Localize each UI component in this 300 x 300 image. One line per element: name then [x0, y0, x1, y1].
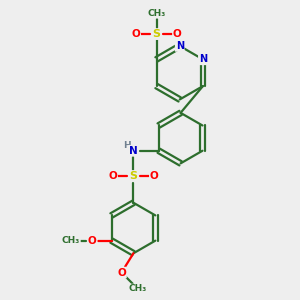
Text: O: O	[150, 171, 159, 181]
Text: O: O	[88, 236, 97, 246]
Text: S: S	[130, 171, 137, 181]
Text: N: N	[176, 41, 184, 51]
Text: S: S	[153, 29, 160, 39]
Text: O: O	[173, 29, 182, 39]
Text: N: N	[199, 54, 207, 64]
Text: CH₃: CH₃	[147, 9, 166, 18]
Text: N: N	[129, 146, 138, 156]
Text: CH₃: CH₃	[62, 236, 80, 245]
Text: O: O	[108, 171, 117, 181]
Text: H: H	[123, 141, 131, 150]
Text: CH₃: CH₃	[129, 284, 147, 293]
Text: O: O	[117, 268, 126, 278]
Text: O: O	[131, 29, 140, 39]
